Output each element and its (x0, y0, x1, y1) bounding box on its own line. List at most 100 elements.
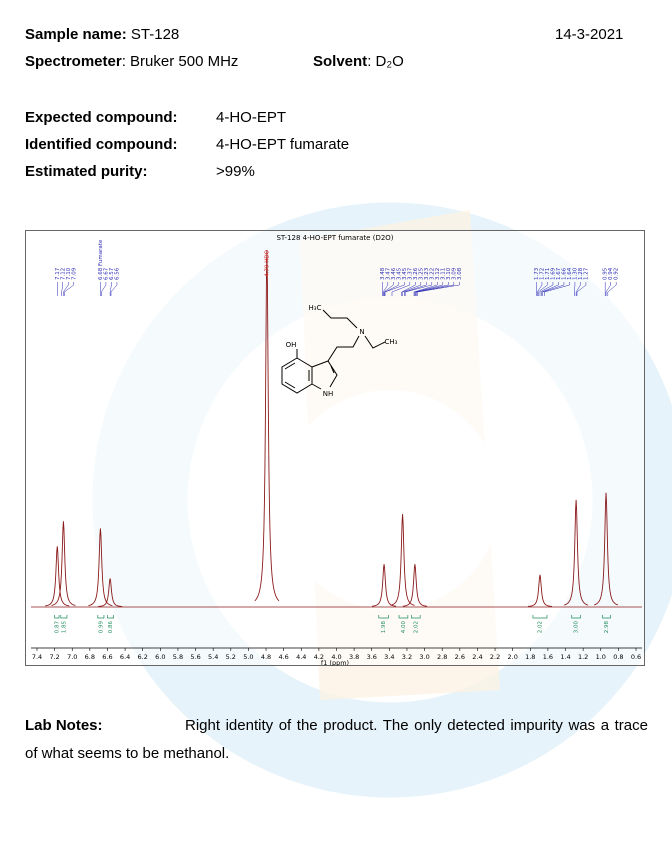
notes-text: Right identity of the product. The only … (25, 717, 648, 762)
peak-label-leader (401, 282, 416, 296)
peak-label-leader (415, 282, 449, 296)
peak-label-leader (544, 282, 570, 296)
integral-bracket (532, 615, 548, 619)
peak-label-leader (101, 282, 107, 296)
peak-label-leader (109, 282, 112, 296)
x-tick-label: 6.6 (102, 653, 112, 661)
integral-label: 1.98 (381, 621, 387, 634)
peak-label-leader (542, 282, 565, 296)
atom-label: N (359, 328, 364, 336)
peak-label-leader (61, 282, 64, 296)
peak-label: 6.57 (109, 267, 115, 280)
x-tick-label: 4.8 (261, 653, 271, 661)
peak-label-leader (605, 282, 611, 296)
x-tick-label: 2.2 (490, 653, 500, 661)
peak (45, 546, 70, 607)
x-tick-label: 7.0 (67, 653, 77, 661)
x-tick-label: 1.4 (560, 653, 570, 661)
integral-bracket (97, 615, 105, 619)
peak-label: 1.30 (572, 267, 578, 280)
x-tick-label: 5.6 (190, 653, 200, 661)
peak-label: 1.27 (583, 267, 589, 280)
structure (281, 309, 386, 394)
integral-label: 4.00 (401, 621, 407, 634)
peak-label: 0.95 (603, 267, 609, 280)
x-tick-label: 7.4 (32, 653, 42, 661)
peak-label-leader (416, 282, 455, 296)
integral-bracket (60, 615, 68, 619)
integral-bracket (107, 615, 114, 619)
peak-label-leader (539, 282, 554, 296)
spectrometer-line: Spectrometer: Bruker 500 MHz (25, 53, 238, 70)
peak-label-leader (574, 282, 576, 296)
atom-label: NH (323, 390, 334, 398)
integral-bracket (602, 615, 611, 619)
peak (98, 578, 123, 607)
peak-label-leader (576, 282, 587, 296)
x-tick-label: 6.4 (120, 653, 130, 661)
label: Identified compound: (25, 136, 178, 153)
x-tick-label: 6.2 (138, 653, 148, 661)
peak-label: 3.25 (418, 267, 424, 280)
x-tick-label: 2.8 (437, 653, 447, 661)
x-axis-label: f1 (ppm) (321, 659, 349, 666)
label: Expected compound: (25, 109, 178, 126)
lab-notes: Lab Notes: Right identity of the product.… (25, 712, 648, 768)
integral-label: 0.86 (108, 621, 114, 634)
peak-label-leader (541, 282, 559, 296)
integral-bracket (378, 615, 389, 619)
peak-label: 0.92 (614, 268, 620, 280)
chart-title: ST-128 4-HO-EPT fumarate (D2O) (276, 234, 393, 242)
peak-label-leader (110, 282, 118, 296)
integral-label: 2.02 (413, 621, 419, 633)
peak-label: 3.22 (429, 268, 435, 280)
integral-label: 0.87 (54, 621, 60, 634)
peak-label: 1.71 (545, 268, 551, 280)
peak-label-leader (413, 282, 438, 296)
x-tick-label: 2.0 (508, 653, 518, 661)
peak-label-leader (414, 282, 444, 296)
x-tick-label: 5.8 (173, 653, 183, 661)
x-tick-label: 3.6 (367, 653, 377, 661)
peak-label-leader (417, 282, 460, 296)
peak-label: 3.26 (413, 267, 419, 280)
atom-label: CH₃ (385, 338, 398, 346)
x-tick-label: 1.8 (525, 653, 535, 661)
x-tick-label: 5.0 (243, 653, 253, 661)
peak (527, 574, 553, 607)
peak-label-leader (537, 282, 548, 296)
peak-label: 3.47 (385, 267, 391, 280)
peak-label: 3.11 (440, 268, 446, 280)
peak-label: 3.37 (407, 267, 413, 280)
peak-label: 3.48 (380, 267, 386, 280)
peak-label-leader (404, 282, 427, 296)
peak-label: 7.09 (71, 267, 77, 280)
peak-label: 6.67 (103, 267, 109, 280)
peak (390, 514, 415, 606)
x-tick-label: 4.2 (314, 653, 324, 661)
peak-label-leader (391, 282, 411, 296)
peak-label: 3.23 (424, 267, 430, 280)
solvent-line: Solvent: D₂O (313, 53, 404, 70)
label: Solvent (313, 53, 368, 70)
chart-frame (25, 230, 645, 666)
x-tick-label: 4.0 (331, 653, 341, 661)
peak-label: 7.17 (55, 267, 61, 280)
peak-label: 6.56 (114, 267, 120, 280)
peak-label-leader (537, 282, 543, 296)
peak (51, 521, 76, 606)
label: Spectrometer (25, 53, 122, 70)
peak-label: 1.66 (561, 267, 567, 280)
peak-label: 7.10 (66, 267, 72, 280)
x-tick-label: 3.4 (384, 653, 394, 661)
value: : Bruker 500 MHz (121, 53, 239, 70)
integral-bracket (54, 615, 60, 619)
peak-label-leader (64, 282, 75, 296)
integral-bracket (411, 615, 421, 619)
x-tick-label: 5.2 (226, 653, 236, 661)
peak-label-leader (63, 282, 69, 296)
x-tick-label: 2.4 (472, 653, 482, 661)
value: >99% (216, 163, 255, 180)
x-tick-label: 1.2 (578, 653, 588, 661)
peak (593, 492, 619, 606)
